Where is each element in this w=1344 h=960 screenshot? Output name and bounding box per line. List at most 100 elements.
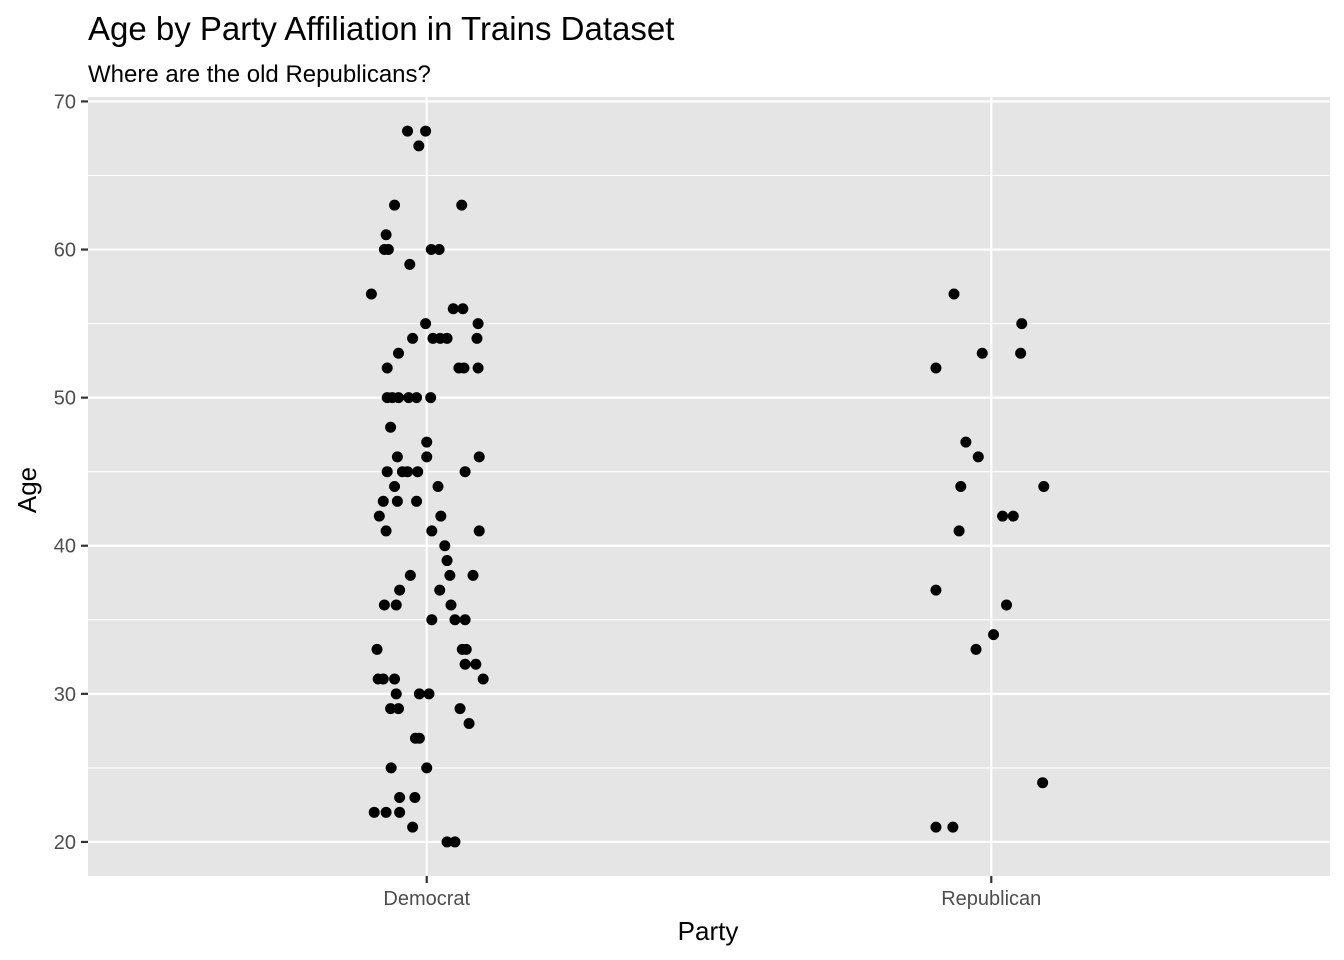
data-point-democrat: [425, 244, 437, 256]
data-point-democrat: [470, 658, 482, 670]
data-point-democrat: [394, 792, 406, 804]
data-point-democrat: [457, 303, 469, 315]
grid-lines: [88, 97, 1330, 876]
data-point-democrat: [393, 392, 404, 404]
data-point-democrat: [449, 836, 461, 848]
y-tick-label: 30: [54, 684, 76, 706]
data-point-democrat: [473, 525, 485, 537]
data-point-democrat: [368, 806, 380, 818]
data-point-democrat: [380, 229, 392, 241]
data-point-democrat: [477, 673, 489, 685]
data-point-democrat: [473, 451, 485, 463]
chart-subtitle: Where are the old Republicans?: [88, 61, 431, 88]
data-point-republican: [1038, 481, 1050, 492]
data-point-democrat: [459, 466, 471, 478]
data-point-democrat: [373, 510, 385, 522]
x-tick-label: Republican: [941, 888, 1041, 910]
data-point-democrat: [402, 466, 414, 478]
data-point-democrat: [456, 199, 468, 211]
data-point-democrat: [378, 599, 390, 611]
data-point-democrat: [432, 481, 444, 492]
data-point-democrat: [420, 318, 432, 330]
data-point-democrat: [390, 599, 402, 611]
data-point-democrat: [407, 821, 419, 833]
data-point-democrat: [421, 436, 433, 448]
data-point-democrat: [426, 614, 438, 626]
data-point-democrat: [385, 421, 397, 433]
data-point-democrat: [389, 481, 401, 492]
data-point-democrat: [433, 244, 445, 256]
data-point-republican: [947, 821, 959, 833]
x-axis-title: Party: [678, 916, 739, 946]
data-point-republican: [960, 436, 972, 448]
data-point-democrat: [441, 836, 453, 848]
data-point-democrat: [441, 332, 453, 344]
data-point-republican: [1016, 318, 1028, 330]
data-point-democrat: [421, 762, 433, 774]
data-point-democrat: [441, 555, 453, 567]
data-point-democrat: [463, 717, 475, 729]
data-point-democrat: [385, 703, 397, 715]
data-point-republican: [948, 288, 960, 300]
data-point-democrat: [377, 673, 389, 685]
data-point-democrat: [381, 362, 393, 374]
data-point-democrat: [413, 140, 425, 152]
data-point-democrat: [394, 806, 406, 818]
data-point-democrat: [402, 125, 414, 137]
data-point-democrat: [447, 303, 459, 315]
data-point-democrat: [413, 688, 425, 700]
data-point-democrat: [460, 643, 472, 655]
data-point-democrat: [409, 792, 421, 804]
data-point-democrat: [423, 688, 435, 700]
data-point-republican: [930, 362, 942, 374]
y-tick-label: 50: [54, 388, 76, 410]
data-point-republican: [1001, 599, 1013, 611]
data-point-democrat: [472, 318, 484, 330]
data-point-democrat: [413, 732, 425, 744]
data-point-democrat: [377, 495, 389, 507]
data-point-democrat: [458, 362, 470, 374]
data-point-republican: [972, 451, 984, 463]
data-point-democrat: [444, 569, 456, 581]
data-point-democrat: [449, 614, 461, 626]
plot-panel: [88, 97, 1330, 876]
data-point-republican: [953, 525, 965, 537]
data-point-democrat: [385, 762, 397, 774]
data-point-democrat: [393, 347, 404, 359]
data-point-democrat: [411, 495, 423, 507]
data-point-republican: [930, 821, 942, 833]
data-point-democrat: [381, 466, 393, 478]
data-point-democrat: [389, 673, 401, 685]
data-point-democrat: [412, 466, 424, 478]
data-point-democrat: [425, 392, 437, 404]
y-tick-label: 70: [54, 91, 76, 113]
y-tick-label: 20: [54, 832, 76, 854]
data-point-democrat: [393, 703, 404, 715]
data-point-republican: [988, 629, 1000, 641]
chart-title: Age by Party Affiliation in Trains Datas…: [88, 10, 674, 47]
data-point-democrat: [434, 584, 446, 596]
y-axis-title: Age: [12, 467, 42, 513]
data-point-republican: [955, 481, 967, 492]
data-point-democrat: [365, 288, 377, 300]
data-point-democrat: [391, 451, 403, 463]
data-point-republican: [1007, 510, 1019, 522]
x-axis: Democrat Republican: [383, 876, 1041, 910]
data-point-democrat: [403, 392, 415, 404]
data-point-democrat: [404, 258, 416, 270]
y-tick-label: 40: [54, 536, 76, 558]
data-point-democrat: [380, 806, 392, 818]
data-point-democrat: [382, 244, 394, 256]
data-point-democrat: [371, 643, 383, 655]
x-tick-label: Democrat: [383, 888, 470, 910]
data-point-democrat: [411, 392, 423, 404]
data-point-democrat: [404, 569, 416, 581]
data-point-democrat: [459, 614, 471, 626]
data-point-democrat: [471, 332, 483, 344]
data-points: [365, 125, 1050, 848]
data-point-republican: [976, 347, 988, 359]
y-axis: 20 30 40 50 60 70: [54, 91, 88, 854]
data-point-democrat: [439, 540, 451, 552]
data-point-democrat: [394, 584, 406, 596]
